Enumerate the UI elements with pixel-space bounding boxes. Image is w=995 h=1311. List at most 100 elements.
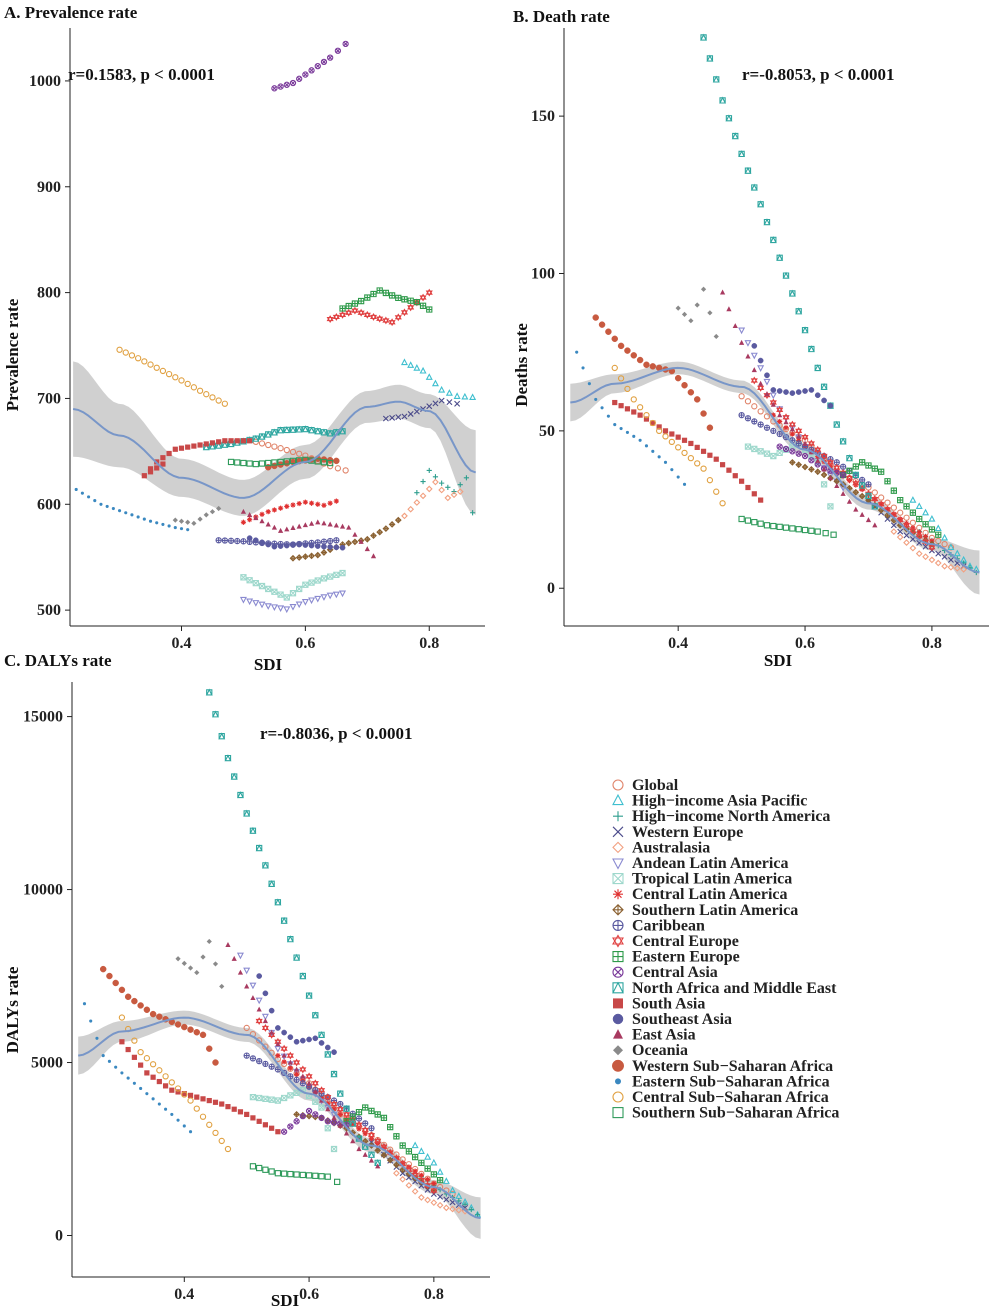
data-point xyxy=(187,1092,194,1098)
panel-b-ylabel: Deaths rate xyxy=(512,323,531,407)
data-point xyxy=(858,492,866,500)
data-point xyxy=(326,429,334,437)
data-point xyxy=(839,471,847,479)
data-point xyxy=(401,512,408,520)
legend-label: Southern Sub−Saharan Africa xyxy=(632,1105,839,1122)
data-point xyxy=(293,1058,301,1067)
data-point xyxy=(374,1147,382,1154)
panel-c-series-eastern-europe xyxy=(343,1104,444,1184)
data-point xyxy=(393,1133,400,1140)
data-point xyxy=(187,965,194,971)
data-point xyxy=(196,387,204,394)
data-point xyxy=(407,303,415,312)
data-point xyxy=(916,515,923,523)
data-point xyxy=(293,953,301,961)
data-point xyxy=(326,537,334,545)
data-point xyxy=(302,542,309,548)
data-point xyxy=(386,1156,394,1164)
data-point xyxy=(370,553,377,559)
data-point xyxy=(795,440,802,447)
data-point xyxy=(349,1119,357,1127)
data-point xyxy=(834,483,840,489)
data-point xyxy=(915,502,923,510)
data-point xyxy=(719,500,726,507)
data-point xyxy=(246,598,254,606)
data-point xyxy=(663,460,668,464)
data-point xyxy=(432,474,439,480)
panel-a-series-western-europe xyxy=(382,397,461,422)
data-point xyxy=(820,471,828,479)
data-point xyxy=(264,603,272,610)
data-point xyxy=(871,502,879,510)
data-point xyxy=(243,1024,250,1032)
data-point xyxy=(277,505,284,511)
data-point xyxy=(872,522,878,528)
data-point xyxy=(193,1029,201,1036)
data-point xyxy=(203,391,210,398)
data-point xyxy=(132,1081,136,1085)
data-point xyxy=(172,517,178,523)
legend-symbol xyxy=(612,1107,624,1119)
data-point xyxy=(909,496,917,503)
data-point xyxy=(675,434,681,440)
data-point xyxy=(261,1013,269,1021)
data-point xyxy=(744,517,752,524)
panel-c-correlation: r=-0.8036, p < 0.0001 xyxy=(260,724,413,743)
data-point xyxy=(193,1105,200,1112)
data-point xyxy=(296,75,303,82)
data-point xyxy=(212,1059,219,1066)
data-point xyxy=(166,450,172,457)
data-point xyxy=(105,504,109,508)
data-point xyxy=(399,1170,406,1177)
data-point xyxy=(144,1070,150,1076)
data-point xyxy=(417,1147,425,1154)
data-point xyxy=(331,1115,337,1120)
data-point xyxy=(909,526,917,535)
data-point xyxy=(719,462,726,468)
data-point xyxy=(726,306,732,312)
data-point xyxy=(268,1168,275,1175)
data-point xyxy=(700,286,707,292)
data-point xyxy=(789,426,795,432)
data-point xyxy=(253,515,259,521)
panel-c-xtick-label: 0.6 xyxy=(299,1286,319,1303)
data-point xyxy=(431,379,439,387)
data-point xyxy=(612,399,618,406)
data-point xyxy=(325,1106,331,1112)
data-point xyxy=(770,387,777,393)
data-point xyxy=(712,75,720,83)
data-point xyxy=(419,293,427,302)
data-point xyxy=(162,1083,169,1089)
data-point xyxy=(669,431,675,437)
legend-label: Eastern Sub−Saharan Africa xyxy=(632,1073,830,1090)
panel-a-series-andean-latin-america xyxy=(239,590,347,614)
data-point xyxy=(693,396,701,403)
data-point xyxy=(320,459,328,466)
data-point xyxy=(277,426,285,434)
data-point xyxy=(852,463,859,470)
data-point xyxy=(318,1114,325,1121)
legend-symbol xyxy=(612,934,624,948)
data-point xyxy=(388,318,396,327)
data-point xyxy=(280,1044,288,1053)
data-point xyxy=(206,1097,212,1104)
data-point xyxy=(126,1076,130,1080)
data-point xyxy=(619,426,623,431)
data-point xyxy=(419,302,427,309)
legend-label: High−income Asia Pacific xyxy=(632,793,807,810)
legend-item-central-sub-saharan-africa: Central Sub−Saharan Africa xyxy=(612,1089,829,1106)
data-point xyxy=(143,1006,151,1014)
data-point xyxy=(463,475,470,481)
data-point xyxy=(928,514,936,522)
panel-a-xtick-label: 0.6 xyxy=(295,635,315,652)
panel-b-series-southern-sub-saharan-africa xyxy=(738,515,837,538)
data-point xyxy=(308,542,315,549)
data-point xyxy=(315,519,321,525)
data-point xyxy=(916,529,922,535)
data-point xyxy=(651,449,655,453)
data-point xyxy=(252,537,259,544)
data-point xyxy=(268,1007,275,1014)
data-point xyxy=(271,443,278,450)
panel-a-plot: 0.4 0.6 0.8 500 600 700 800 900 1000 xyxy=(29,28,485,652)
data-point xyxy=(436,1176,444,1184)
